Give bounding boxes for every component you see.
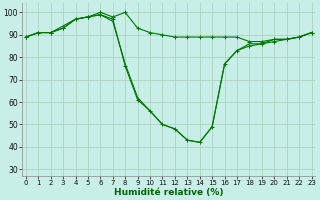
X-axis label: Humidité relative (%): Humidité relative (%) bbox=[114, 188, 223, 197]
